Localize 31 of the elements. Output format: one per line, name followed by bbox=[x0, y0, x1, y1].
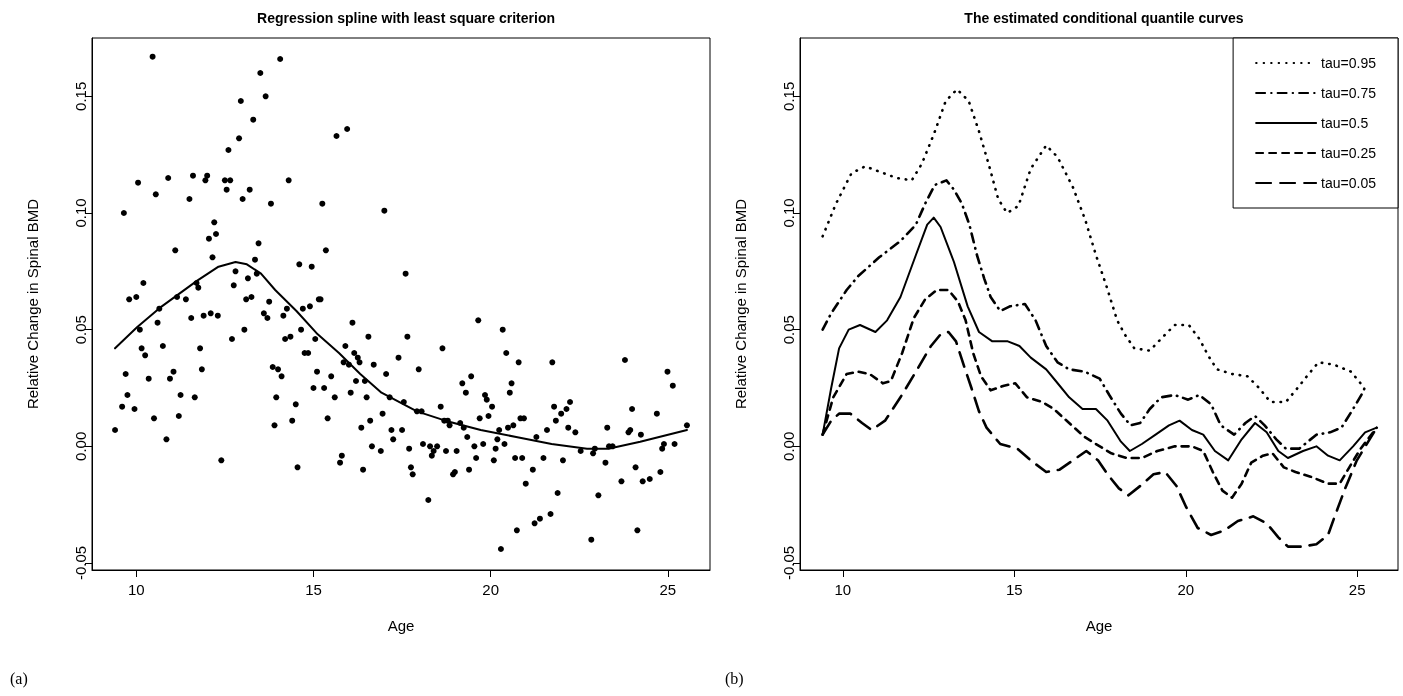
x-axis-title: Age bbox=[387, 617, 415, 634]
y-tick-label: -0.05 bbox=[71, 545, 89, 581]
legend-label: tau=0.95 bbox=[1321, 55, 1377, 71]
text: (a) bbox=[10, 669, 28, 688]
y-tick-label: 0.15 bbox=[779, 81, 797, 111]
x-axis-title: Age bbox=[1085, 617, 1113, 634]
y-tick-label: 0.00 bbox=[71, 431, 89, 461]
chart-title: Regression spline with least square criterion bbox=[257, 10, 555, 26]
y-tick-label: 0.05 bbox=[779, 315, 797, 345]
x-tick-label: 15 bbox=[305, 581, 322, 598]
y-axis-title: Relative Change in Spinal BMD bbox=[24, 198, 41, 410]
chart-title: The estimated conditional quantile curves bbox=[964, 10, 1244, 26]
x-tick-label: 20 bbox=[1177, 581, 1195, 598]
x-tick-label: 25 bbox=[1348, 581, 1366, 598]
y-tick-label: 0.15 bbox=[71, 81, 89, 111]
legend-label: tau=0.05 bbox=[1321, 175, 1377, 191]
y-tick-label: 0.10 bbox=[71, 198, 89, 228]
legend-label: tau=0.5 bbox=[1321, 115, 1369, 131]
y-tick-label: 0.10 bbox=[779, 198, 797, 228]
x-tick-label: 10 bbox=[127, 581, 145, 598]
legend-label: tau=0.75 bbox=[1321, 85, 1377, 101]
x-tick-label: 10 bbox=[834, 581, 852, 598]
x-tick-label: 15 bbox=[1005, 581, 1023, 598]
legend-label: tau=0.25 bbox=[1321, 145, 1377, 161]
text: (b) bbox=[725, 669, 744, 688]
x-tick-label: 20 bbox=[482, 581, 499, 598]
y-axis-title: Relative Change in Spinal BMD bbox=[732, 198, 749, 410]
x-tick-label: 25 bbox=[659, 581, 677, 598]
y-tick-label: 0.05 bbox=[71, 315, 89, 345]
y-tick-label: 0.00 bbox=[779, 431, 797, 461]
y-tick-label: -0.05 bbox=[779, 545, 797, 581]
